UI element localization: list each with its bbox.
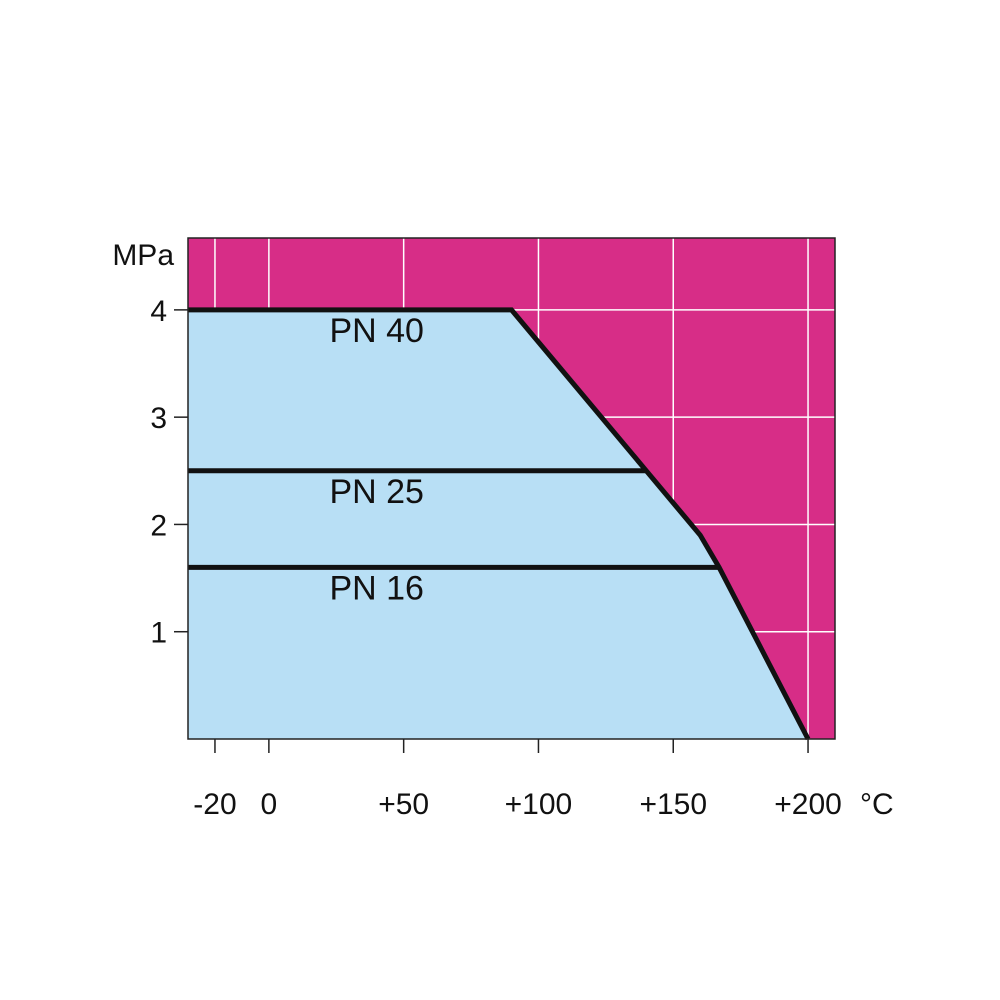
x-tick-label: +200 xyxy=(774,788,842,821)
axis-ticks: -20 0 +50 +100 +150 +200 1 2 3 4 xyxy=(150,295,842,821)
series-label-pn40: PN 40 xyxy=(329,312,424,350)
y-tick-label: 4 xyxy=(150,295,167,328)
x-axis-unit-label: °C xyxy=(860,788,894,821)
x-tick-label: +50 xyxy=(378,788,429,821)
y-tick-label: 2 xyxy=(150,509,167,542)
x-tick-label: +150 xyxy=(639,788,707,821)
y-tick-label: 1 xyxy=(150,617,167,650)
x-tick-label: +100 xyxy=(505,788,573,821)
series-label-pn25: PN 25 xyxy=(329,473,424,511)
plot-frame xyxy=(187,237,836,740)
allowed-region-area xyxy=(188,309,809,739)
series-lines: PN 40 PN 25 PN 16 xyxy=(188,307,811,741)
y-tick-label: 3 xyxy=(150,402,167,435)
series-line-pn40 xyxy=(188,307,811,741)
x-tick-label: -20 xyxy=(193,788,236,821)
y-axis-unit-label: MPa xyxy=(112,239,174,272)
x-tick-label: 0 xyxy=(261,788,278,821)
series-label-pn16: PN 16 xyxy=(329,570,424,608)
